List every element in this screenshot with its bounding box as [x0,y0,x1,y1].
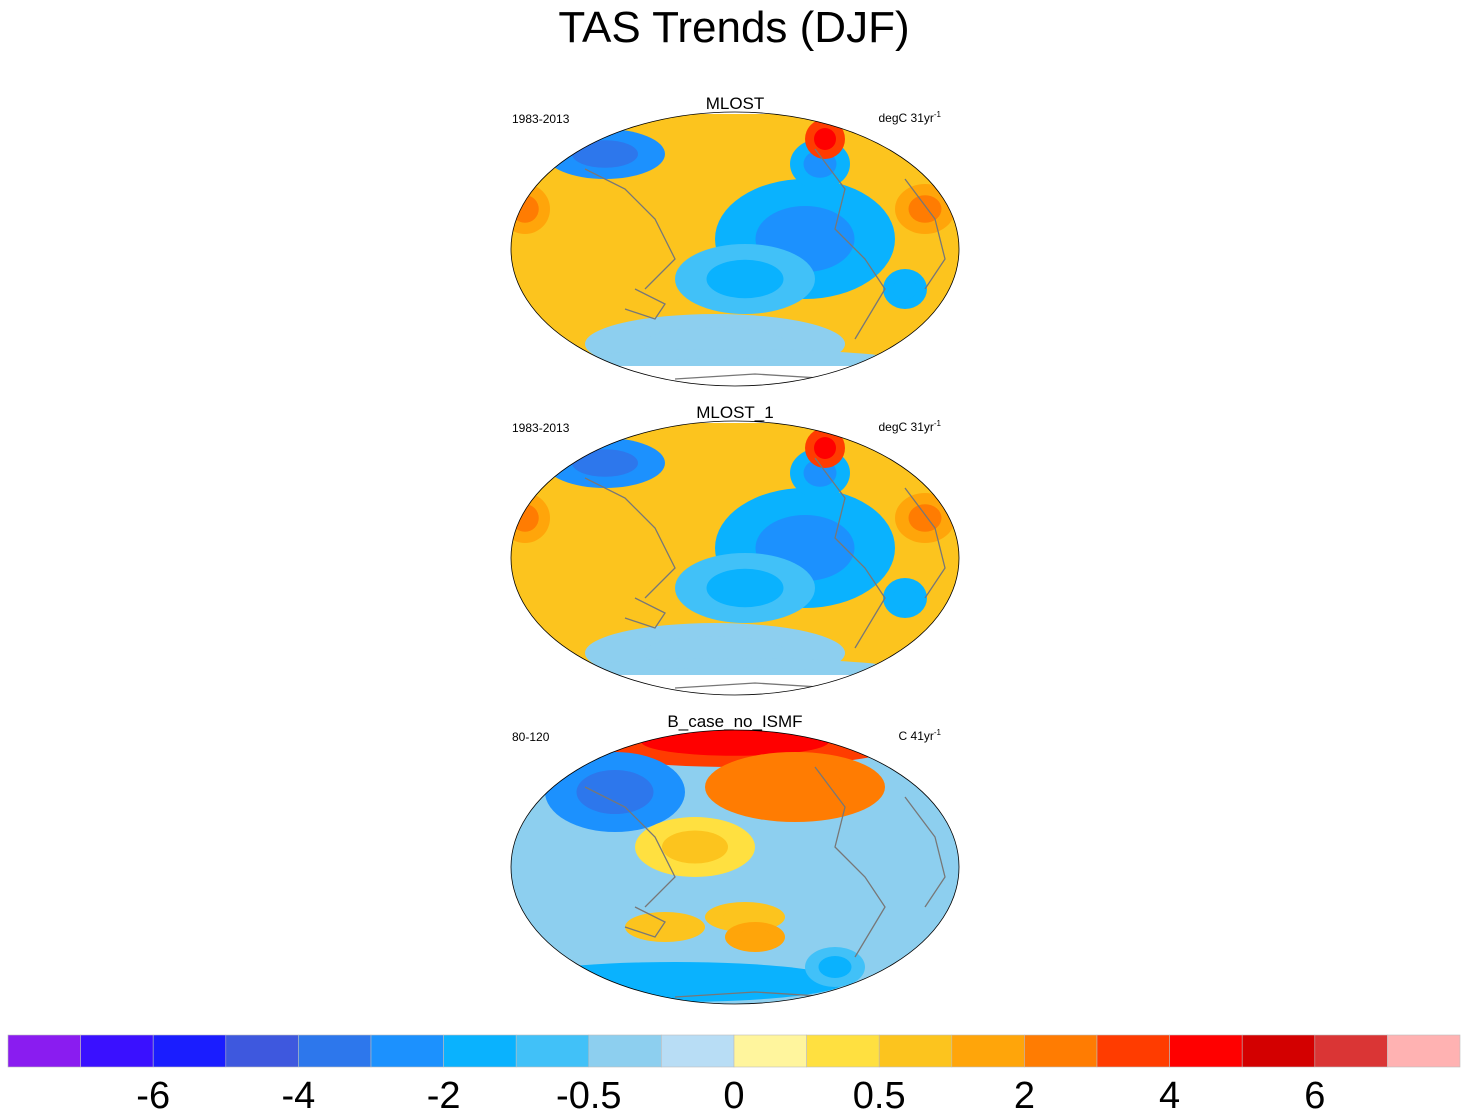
trend-region-core [908,195,942,223]
coastline [624,288,666,320]
coastline [624,597,666,629]
robinson-map [510,729,960,1005]
colorbar-swatch [661,1034,735,1068]
period-label: 80-120 [512,730,550,744]
colorbar-tick-label: -2 [427,1075,461,1116]
figure-title: TAS Trends (DJF) [558,3,910,52]
units-label: C 41yr-1 [898,728,941,743]
coastline [674,682,836,689]
colorbar-swatch [1241,1034,1316,1068]
map-panel-mlost: MLOST 1983-2013 degC 31yr-1 [505,94,965,394]
panel-title: B_case_no_ISMF [667,712,803,731]
panel-title: MLOST_1 [696,403,774,422]
robinson-map [510,111,960,387]
colorbar-swatch [1314,1034,1388,1068]
trend-region-core [738,928,772,946]
trend-region-core [511,195,539,223]
trend-region-core [908,504,942,532]
coastline [904,487,946,599]
colorbar-tick-label: 4 [1159,1075,1180,1116]
trend-region-core [892,587,918,609]
trend-region-core [511,504,539,532]
trend-region-core [745,767,845,807]
robinson-map [510,420,960,696]
map-border [510,111,960,387]
colorbar-swatch [515,1034,590,1068]
trend-region-core [818,956,852,978]
coastline [814,148,886,340]
colorbar-tick-label: -0.5 [556,1075,621,1116]
missing-data-arctic [511,421,959,423]
trend-region-core [814,437,836,459]
colorbar-swatch [7,1034,81,1068]
colorbar-swatch [1169,1034,1243,1068]
coastline [904,178,946,290]
trend-region-core [706,259,784,299]
coastline [814,766,886,958]
panel-title: MLOST [705,94,765,113]
colorbar-swatch [298,1034,372,1068]
colorbar-swatch [806,1034,880,1068]
units-label: degC 31yr-1 [878,110,942,125]
period-label: 1983-2013 [512,421,570,435]
colorbar-swatch [951,1034,1025,1068]
map-border [510,729,960,1005]
colorbar-tick-label: -4 [282,1075,316,1116]
colorbar-swatch [588,1034,662,1068]
colorbar-swatch [152,1034,227,1068]
colorbar-tick-label: 0.5 [853,1075,906,1116]
trend-region-core [641,730,829,756]
map-panel-b-case-no-ismf: B_case_no_ISMF 80-120 C 41yr-1 [505,712,965,1012]
trend-region-core [572,140,638,168]
trend-region-core [643,918,687,936]
trend-region-core [892,278,918,300]
coastline [624,906,666,938]
coastline [814,457,886,649]
colorbar-tick-label: 2 [1014,1075,1035,1116]
trend-region-core [706,568,784,608]
trend-region-core [572,449,638,477]
missing-data-arctic [511,112,959,114]
coastline [674,373,836,380]
coastline [584,168,676,290]
colorbar-tick-label: 6 [1304,1075,1325,1116]
map-panel-mlost-1: MLOST_1 1983-2013 degC 31yr-1 [505,403,965,703]
trend-region-core [723,908,767,926]
trend-region-core [576,770,654,814]
coastline [584,477,676,599]
trend-region-core [662,830,728,864]
trend-region-core [581,971,769,993]
trend-region-core [814,128,836,150]
units-label: degC 31yr-1 [878,419,942,434]
coastline [674,991,836,998]
colorbar-swatch [1024,1034,1098,1068]
period-label: 1983-2013 [512,112,570,126]
colorbar-swatch [1096,1034,1170,1068]
colorbar-swatch [733,1034,807,1068]
colorbar-swatch [1387,1034,1461,1068]
colorbar-swatch [225,1034,299,1068]
colorbar-swatch [878,1034,953,1068]
colorbar-swatch [80,1034,154,1068]
map-border [510,420,960,696]
coastline [904,796,946,908]
colorbar-swatch [370,1034,444,1068]
colorbar-tick-label: 0 [723,1075,744,1116]
coastline [584,786,676,908]
colorbar-swatch [443,1034,517,1068]
colorbar-tick-label: -6 [136,1075,170,1116]
